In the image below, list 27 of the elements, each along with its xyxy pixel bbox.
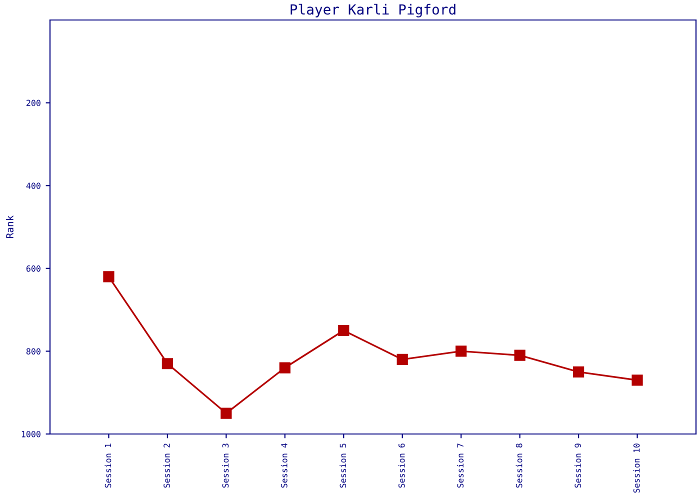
point <box>396 354 408 366</box>
x-tick-label: Session 5 <box>340 444 346 488</box>
x-tick-label: Session 10 <box>633 444 640 493</box>
x-tick-label: Session 4 <box>280 443 288 488</box>
point <box>456 346 467 357</box>
point <box>572 366 584 378</box>
point <box>162 358 174 370</box>
point <box>338 324 350 336</box>
chart-title: Player Karli Pigford <box>290 4 456 18</box>
x-tick-label: Session 3 <box>222 444 229 488</box>
x-tick-label: Session 2 <box>163 444 170 488</box>
point <box>632 374 643 386</box>
y-tick-label: 1000 <box>22 431 40 438</box>
point <box>103 271 114 282</box>
point <box>279 362 290 374</box>
y-tick-label: 200 <box>26 100 40 106</box>
x-tick-label: Session 8 <box>516 444 522 488</box>
y-tick-label: 800 <box>26 348 40 355</box>
y-axis-title: Rank <box>6 215 14 238</box>
point <box>514 350 526 361</box>
x-tick-label: Session 9 <box>574 444 581 488</box>
y-tick-label: 400 <box>26 182 40 189</box>
x-tick-label: Session 7 <box>457 444 464 488</box>
x-tick-label: Session 1 <box>104 444 112 488</box>
y-tick-label: 600 <box>26 265 40 272</box>
x-tick-label: Session 6 <box>398 444 405 488</box>
point <box>220 408 232 419</box>
